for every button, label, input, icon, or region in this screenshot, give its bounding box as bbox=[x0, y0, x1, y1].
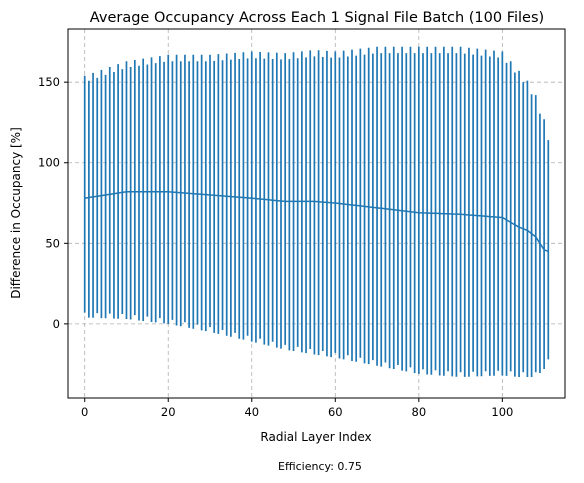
mean-line bbox=[84, 190, 549, 253]
x-axis-ticks: 0 20 40 60 80 100 bbox=[81, 398, 513, 419]
x-tick-label: 0 bbox=[81, 405, 88, 419]
y-axis-ticks: 0 50 100 150 bbox=[38, 75, 68, 331]
chart-title: Average Occupancy Across Each 1 Signal F… bbox=[90, 10, 544, 26]
plot-frame bbox=[67, 28, 566, 399]
y-tick-label: 100 bbox=[38, 156, 60, 170]
error-bars bbox=[83, 46, 550, 378]
y-axis-label: Difference in Occupancy [%] bbox=[9, 127, 23, 299]
efficiency-footnote: Efficiency: 0.75 bbox=[278, 460, 362, 473]
x-tick-label: 20 bbox=[161, 405, 176, 419]
y-tick-label: 0 bbox=[53, 317, 60, 331]
y-tick-label: 150 bbox=[38, 75, 60, 89]
x-tick-label: 40 bbox=[244, 405, 259, 419]
x-tick-label: 100 bbox=[491, 405, 513, 419]
x-axis-label: Radial Layer Index bbox=[260, 430, 371, 444]
x-tick-label: 60 bbox=[328, 405, 343, 419]
y-tick-label: 50 bbox=[45, 236, 60, 250]
x-tick-label: 80 bbox=[412, 405, 427, 419]
